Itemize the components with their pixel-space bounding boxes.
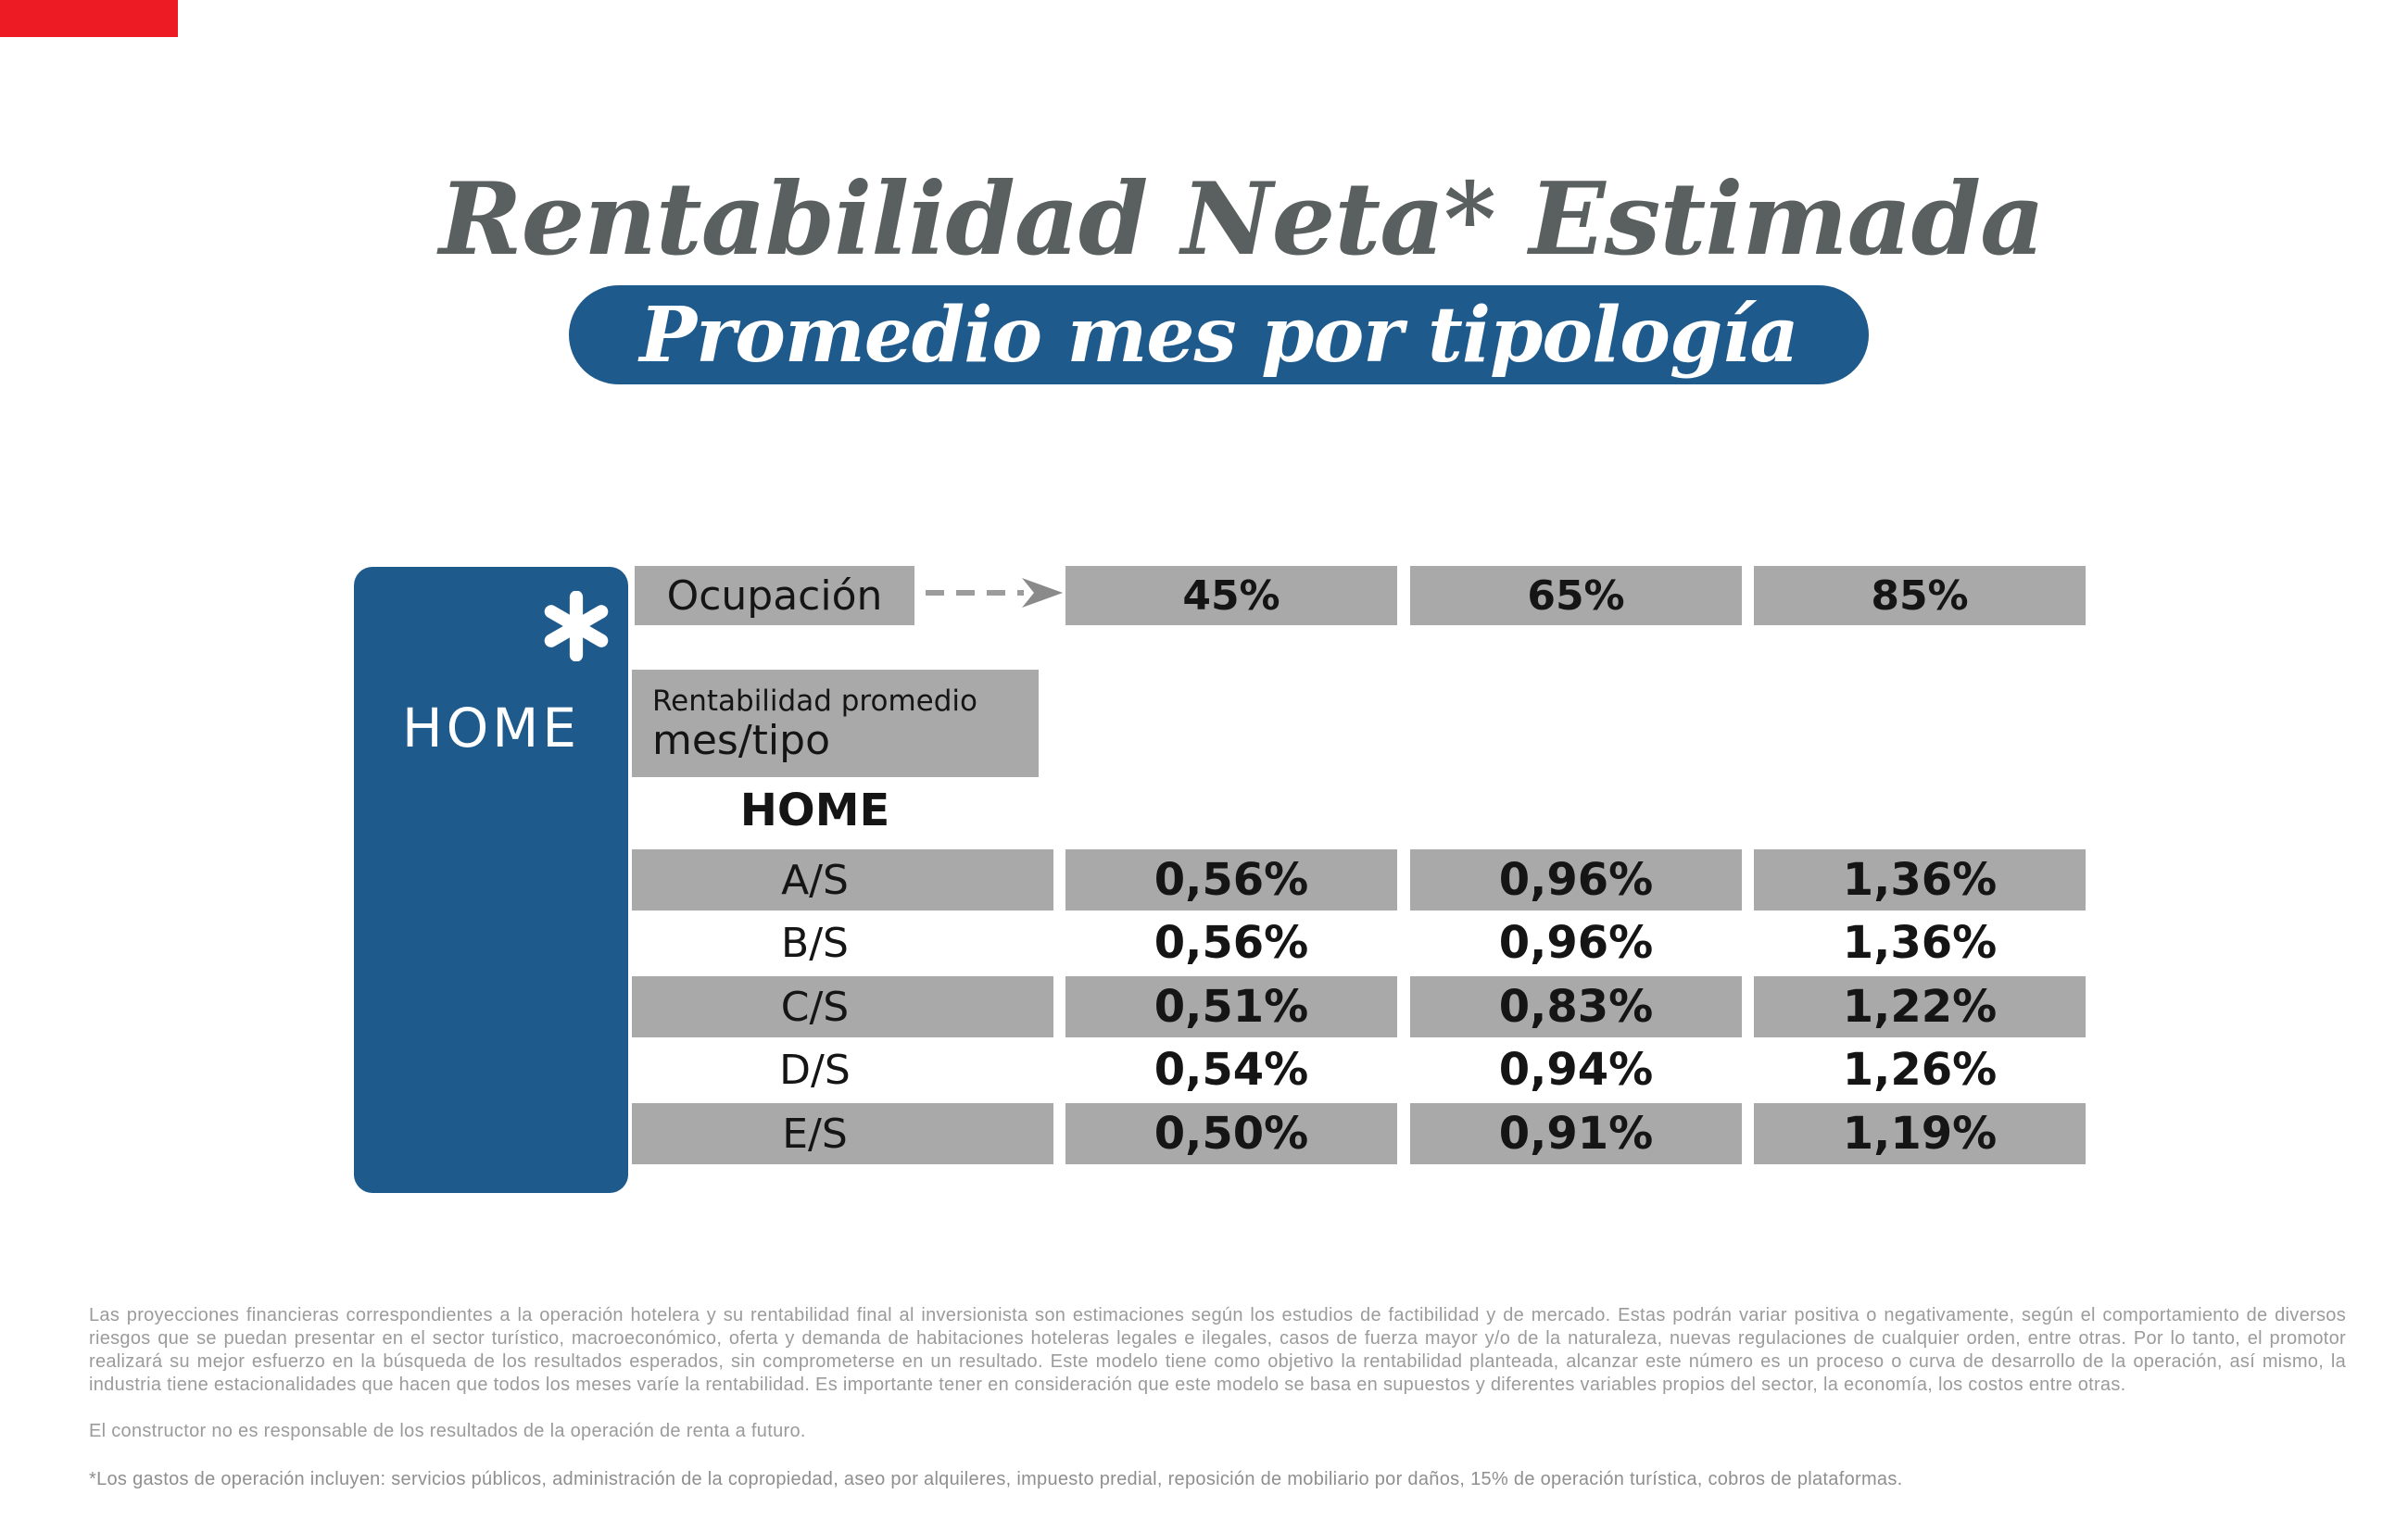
brand-name: HOME bbox=[402, 697, 580, 760]
subtitle-pill: Promedio mes por tipología bbox=[569, 285, 1869, 384]
row-value: 0,50% bbox=[1065, 1103, 1397, 1164]
occupancy-value: 45% bbox=[1065, 566, 1397, 625]
home-brand-block bbox=[354, 567, 628, 1193]
row-value: 0,96% bbox=[1410, 849, 1742, 910]
occupancy-value: 85% bbox=[1754, 566, 2086, 625]
subtitle-text: Promedio mes por tipología bbox=[639, 290, 1798, 380]
row-value: 1,26% bbox=[1842, 1044, 1998, 1096]
disclaimer-last-line: El constructor no es responsable de los … bbox=[89, 1421, 806, 1441]
row-value: 0,94% bbox=[1498, 1044, 1654, 1096]
row-value: 0,91% bbox=[1410, 1103, 1742, 1164]
row-label: B/S bbox=[781, 919, 849, 967]
page-title: Rentabilidad Neta* Estimada bbox=[438, 161, 2045, 278]
row-label: A/S bbox=[632, 849, 1053, 910]
disclaimer-paragraph: Las proyecciones financieras correspondi… bbox=[89, 1305, 2346, 1395]
row-value: 1,22% bbox=[1754, 976, 2086, 1037]
row-label: E/S bbox=[632, 1103, 1053, 1164]
footnote: *Los gastos de operación incluyen: servi… bbox=[89, 1469, 1903, 1489]
row-value: 0,56% bbox=[1154, 917, 1309, 969]
red-corner-bar bbox=[0, 0, 178, 37]
occupancy-value: 65% bbox=[1410, 566, 1742, 625]
row-value: 0,96% bbox=[1498, 917, 1654, 969]
metric-label-line2: mes/tipo bbox=[652, 717, 831, 764]
metric-label-box: Rentabilidad promedio mes/tipo bbox=[632, 670, 1039, 777]
row-value: 0,83% bbox=[1410, 976, 1742, 1037]
group-header: HOME bbox=[739, 785, 890, 836]
dashed-arrow-icon bbox=[926, 578, 1063, 608]
row-value: 0,54% bbox=[1154, 1044, 1309, 1096]
row-value: 1,36% bbox=[1754, 849, 2086, 910]
row-value: 1,36% bbox=[1842, 917, 1998, 969]
row-value: 0,56% bbox=[1065, 849, 1397, 910]
row-value: 0,51% bbox=[1065, 976, 1397, 1037]
occupancy-label: Ocupación bbox=[635, 566, 914, 625]
row-label: C/S bbox=[632, 976, 1053, 1037]
row-value: 1,19% bbox=[1754, 1103, 2086, 1164]
metric-label-line1: Rentabilidad promedio bbox=[652, 684, 977, 718]
asterisk-icon bbox=[544, 591, 609, 661]
row-label: D/S bbox=[779, 1046, 851, 1094]
